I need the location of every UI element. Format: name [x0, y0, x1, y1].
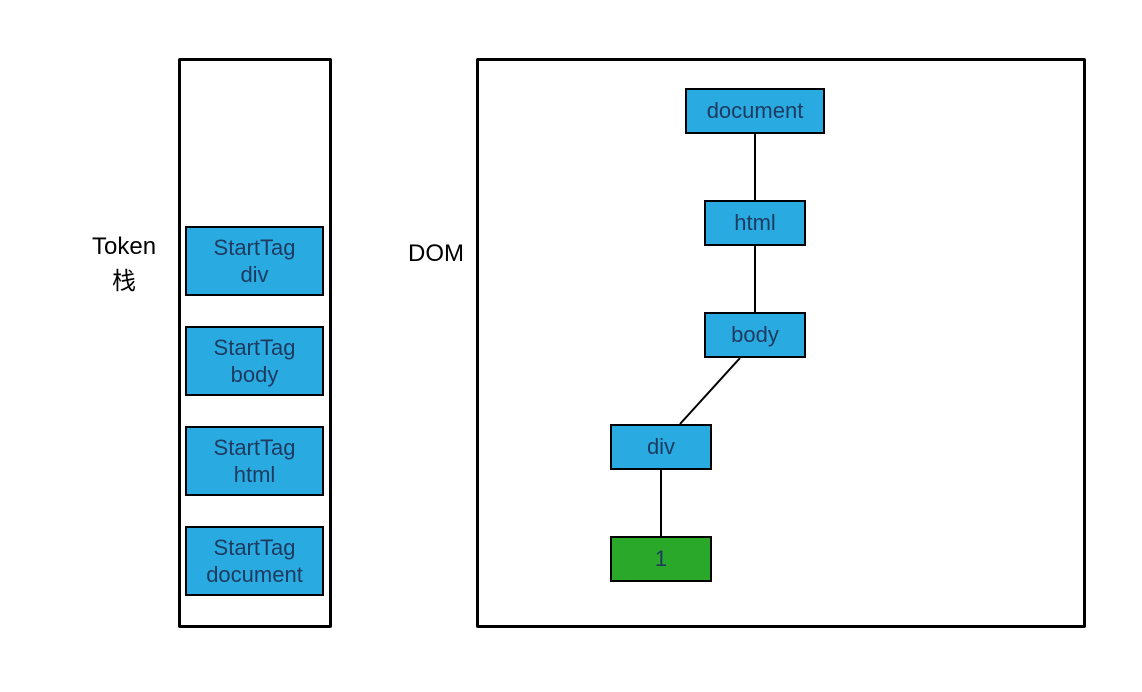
- token-stack-label-line1: Token: [92, 233, 156, 261]
- dom-node-text: html: [734, 210, 776, 236]
- stack-item-line1: StartTag: [214, 534, 296, 562]
- stack-item-line1: StartTag: [214, 334, 296, 362]
- dom-node-div: div: [610, 424, 712, 470]
- dom-node-one: 1: [610, 536, 712, 582]
- stack-item-line2: document: [206, 561, 303, 589]
- dom-node-text: 1: [655, 546, 667, 572]
- stack-item-line1: StartTag: [214, 434, 296, 462]
- dom-node-html: html: [704, 200, 806, 246]
- dom-node-text: body: [731, 322, 779, 348]
- stack-item-html: StartTaghtml: [185, 426, 324, 496]
- stack-item-body: StartTagbody: [185, 326, 324, 396]
- token-stack-label: Token 栈: [92, 233, 156, 296]
- stack-item-line2: body: [231, 361, 279, 389]
- token-stack-label-line2: 栈: [92, 261, 156, 296]
- dom-label: DOM: [408, 240, 464, 268]
- dom-node-text: div: [647, 434, 675, 460]
- stack-item-div: StartTagdiv: [185, 226, 324, 296]
- diagram-stage: Token 栈 DOM StartTagdivStartTagbodyStart…: [0, 0, 1142, 692]
- stack-item-line1: StartTag: [214, 234, 296, 262]
- stack-item-document: StartTagdocument: [185, 526, 324, 596]
- dom-node-body: body: [704, 312, 806, 358]
- dom-label-text: DOM: [408, 240, 464, 267]
- stack-item-line2: html: [234, 461, 276, 489]
- dom-node-text: document: [707, 98, 804, 124]
- stack-item-line2: div: [240, 261, 268, 289]
- dom-node-doc: document: [685, 88, 825, 134]
